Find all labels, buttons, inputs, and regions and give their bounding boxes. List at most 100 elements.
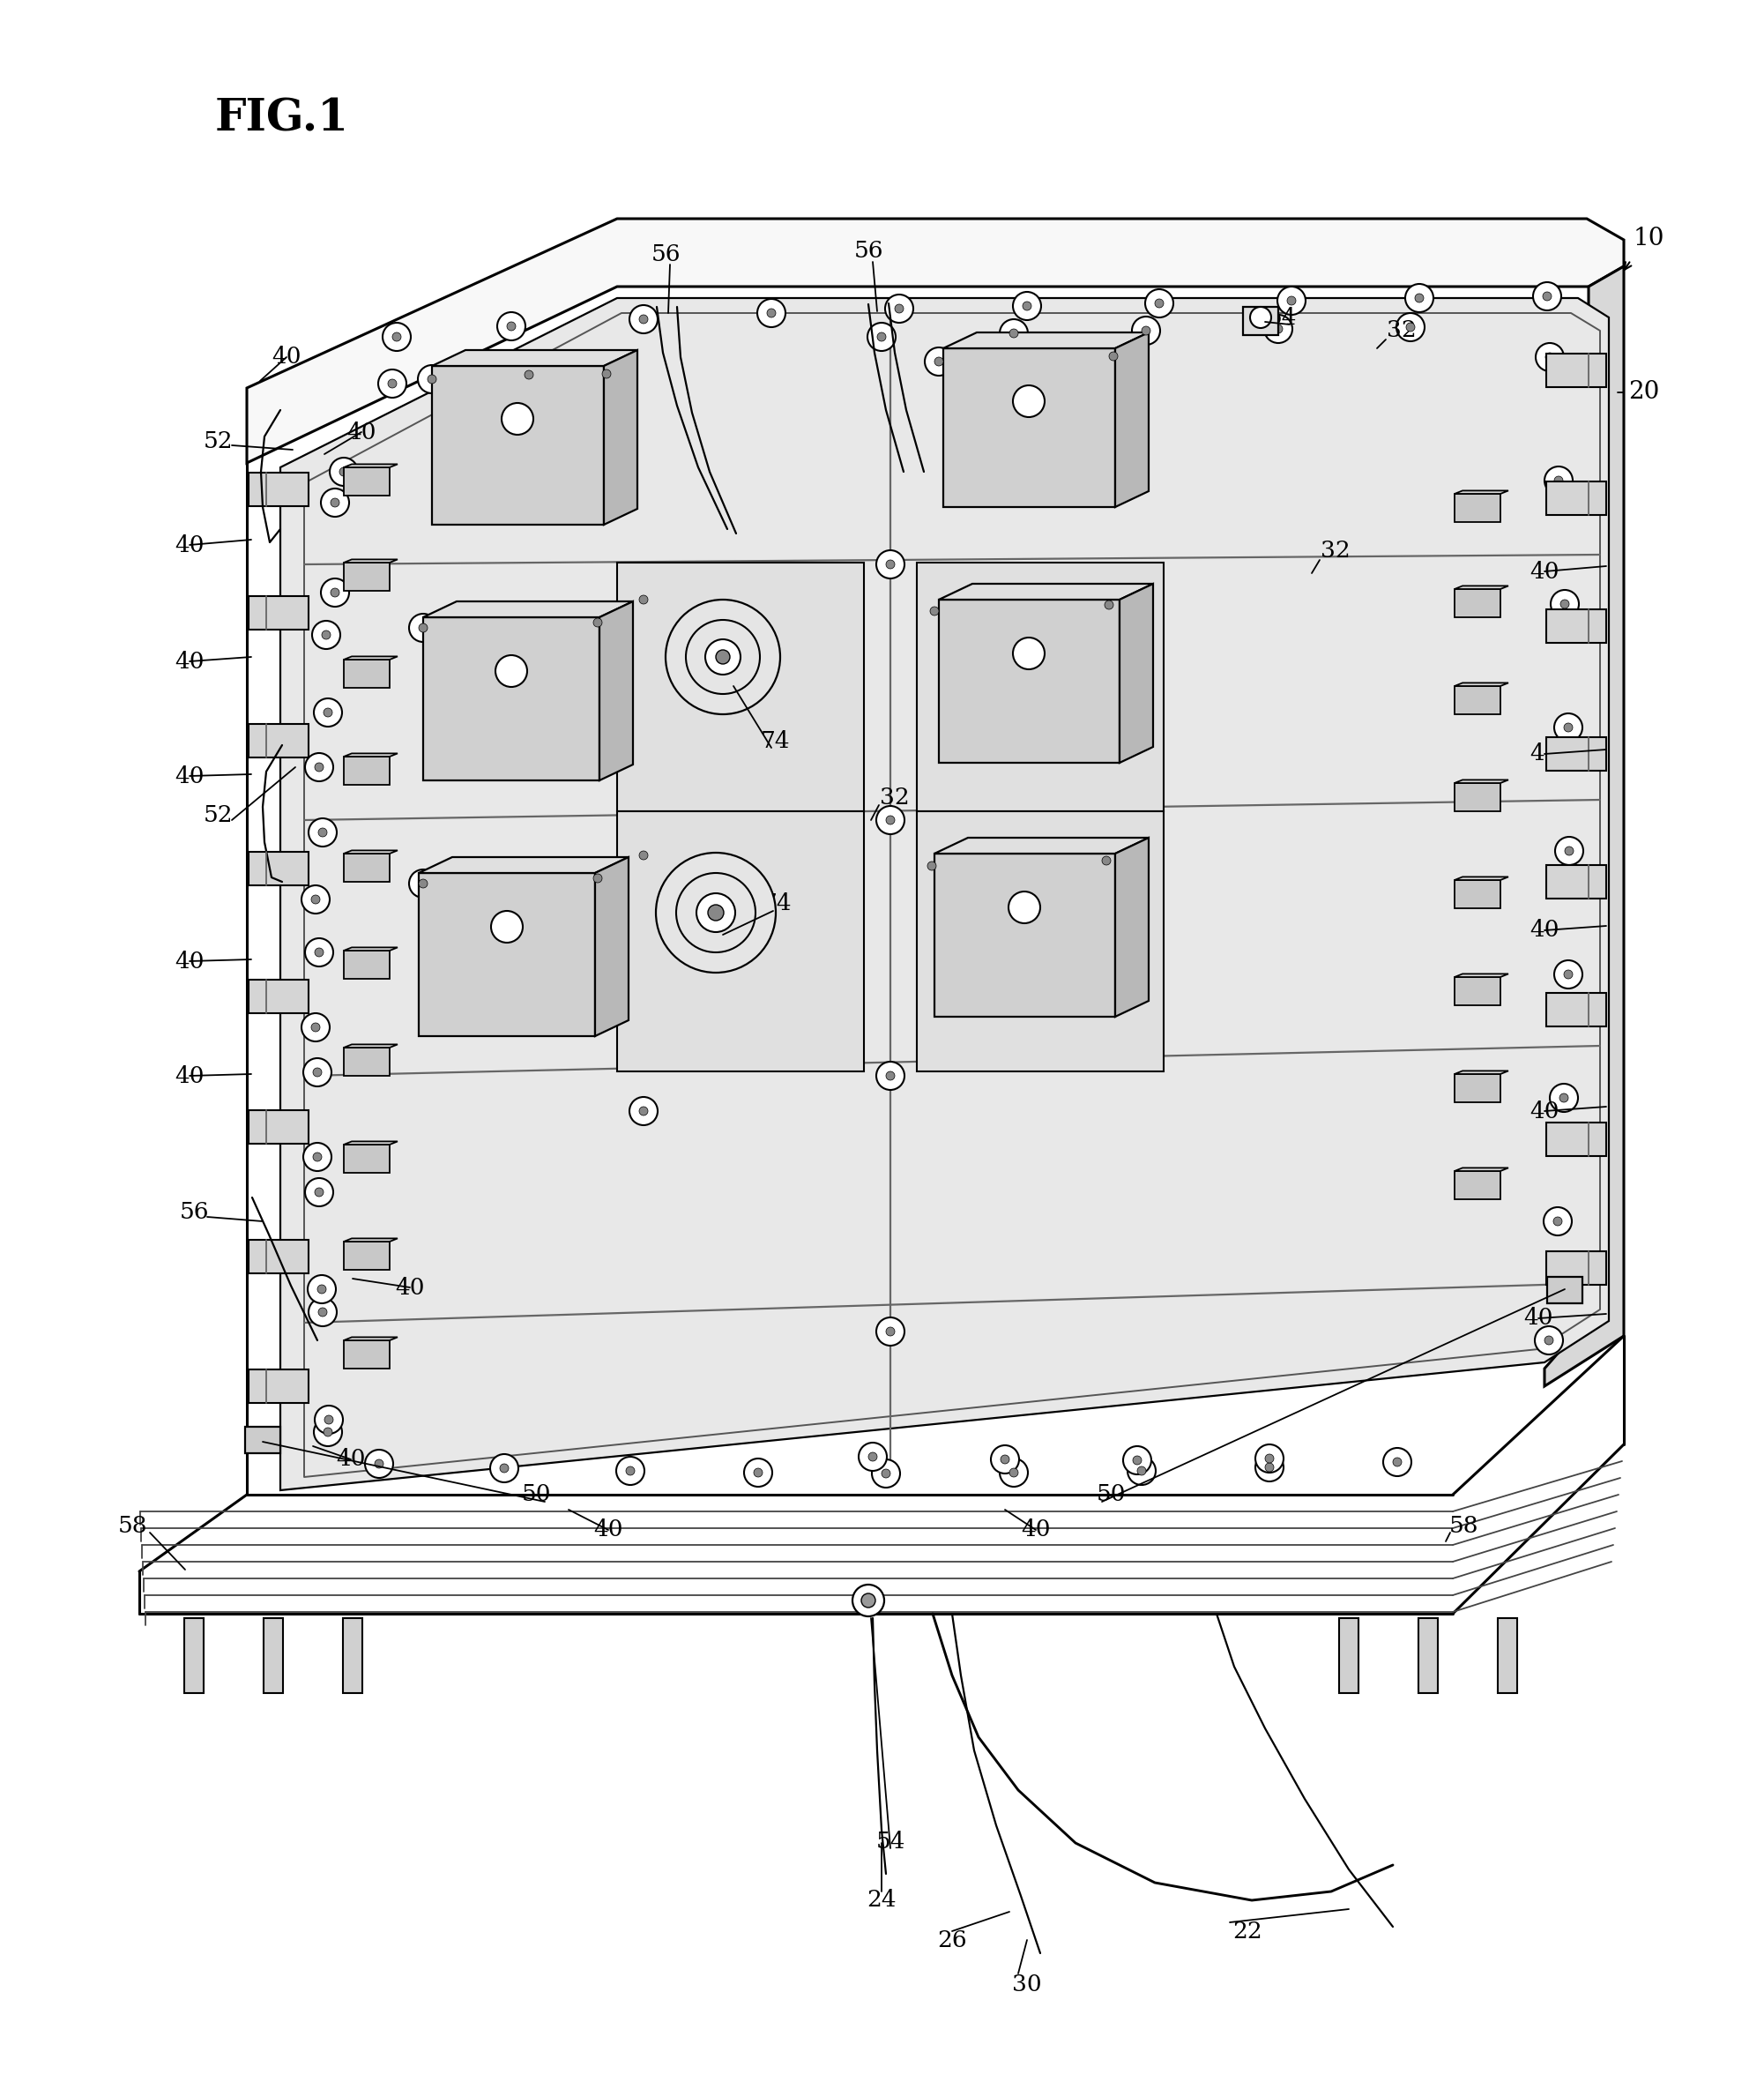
Circle shape [392,332,400,341]
Circle shape [524,370,533,380]
Circle shape [418,623,427,633]
Text: 40: 40 [175,535,205,556]
Text: 22: 22 [1233,1920,1263,1943]
Polygon shape [1120,583,1154,762]
Polygon shape [938,583,1154,600]
Circle shape [1013,637,1044,668]
Circle shape [1009,1469,1018,1477]
Circle shape [515,361,543,389]
Polygon shape [935,838,1148,854]
Circle shape [383,322,411,351]
Circle shape [1138,1466,1147,1475]
Circle shape [1145,288,1173,318]
Circle shape [318,1308,326,1316]
Polygon shape [1547,737,1607,771]
Polygon shape [603,351,637,524]
Circle shape [1265,315,1293,343]
Circle shape [630,305,658,334]
Circle shape [409,869,437,898]
Polygon shape [1545,265,1625,1387]
Polygon shape [344,754,397,756]
Circle shape [868,322,896,351]
Circle shape [593,873,602,884]
Circle shape [859,1443,887,1471]
Circle shape [1155,299,1164,307]
Polygon shape [1455,589,1501,616]
Polygon shape [1547,865,1607,898]
Polygon shape [280,299,1609,1489]
Polygon shape [1339,1619,1358,1692]
Circle shape [868,1452,877,1460]
Circle shape [314,1189,323,1197]
Polygon shape [1244,307,1279,334]
Polygon shape [344,656,397,660]
Circle shape [1551,1084,1579,1111]
Circle shape [1000,320,1028,347]
Polygon shape [344,854,390,882]
Circle shape [314,1418,342,1446]
Polygon shape [344,948,397,950]
Circle shape [706,639,741,675]
Polygon shape [344,562,390,591]
Polygon shape [1547,1122,1607,1155]
Circle shape [318,827,326,838]
Polygon shape [344,660,390,687]
Circle shape [303,1143,332,1172]
Circle shape [303,1059,332,1086]
Circle shape [418,366,446,393]
Circle shape [697,894,736,932]
Polygon shape [247,219,1625,464]
Circle shape [1383,1448,1411,1477]
Polygon shape [344,1337,397,1341]
Polygon shape [1455,779,1508,783]
Text: 32: 32 [1387,320,1416,343]
Polygon shape [935,854,1115,1017]
Text: 32: 32 [1321,541,1351,562]
Polygon shape [1547,992,1607,1026]
Polygon shape [1115,838,1148,1017]
Circle shape [1565,846,1573,854]
Polygon shape [1498,1619,1517,1692]
Circle shape [377,370,406,397]
Polygon shape [1455,491,1508,493]
Circle shape [1545,1337,1554,1345]
Circle shape [321,579,349,606]
Text: 32: 32 [880,788,910,808]
Polygon shape [1455,879,1501,909]
Circle shape [665,600,780,714]
Circle shape [309,1297,337,1327]
Text: 40: 40 [593,1519,623,1542]
Circle shape [1256,1454,1284,1481]
Polygon shape [432,351,637,366]
Text: 40: 40 [348,422,376,443]
Text: 40: 40 [1529,744,1559,765]
Polygon shape [249,1239,309,1274]
Circle shape [321,489,349,516]
Text: 40: 40 [1529,919,1559,942]
Circle shape [1394,1458,1402,1466]
Circle shape [1104,600,1113,610]
Circle shape [1132,1456,1141,1464]
Polygon shape [249,725,309,758]
Circle shape [877,1318,905,1345]
Circle shape [1251,307,1272,328]
Polygon shape [617,811,864,1072]
Polygon shape [1455,683,1508,685]
Polygon shape [249,980,309,1013]
Polygon shape [1547,353,1607,386]
Text: 74: 74 [762,892,792,915]
Circle shape [314,698,342,727]
Polygon shape [1455,877,1508,879]
Text: 20: 20 [1628,380,1660,405]
Circle shape [1533,282,1561,311]
Polygon shape [249,1370,309,1404]
Circle shape [1277,286,1305,315]
Polygon shape [1115,332,1148,508]
Circle shape [639,1107,647,1116]
Polygon shape [1455,585,1508,589]
Polygon shape [1455,685,1501,714]
Circle shape [753,1469,762,1477]
Circle shape [1415,295,1424,303]
Circle shape [930,606,938,616]
Circle shape [886,815,894,825]
